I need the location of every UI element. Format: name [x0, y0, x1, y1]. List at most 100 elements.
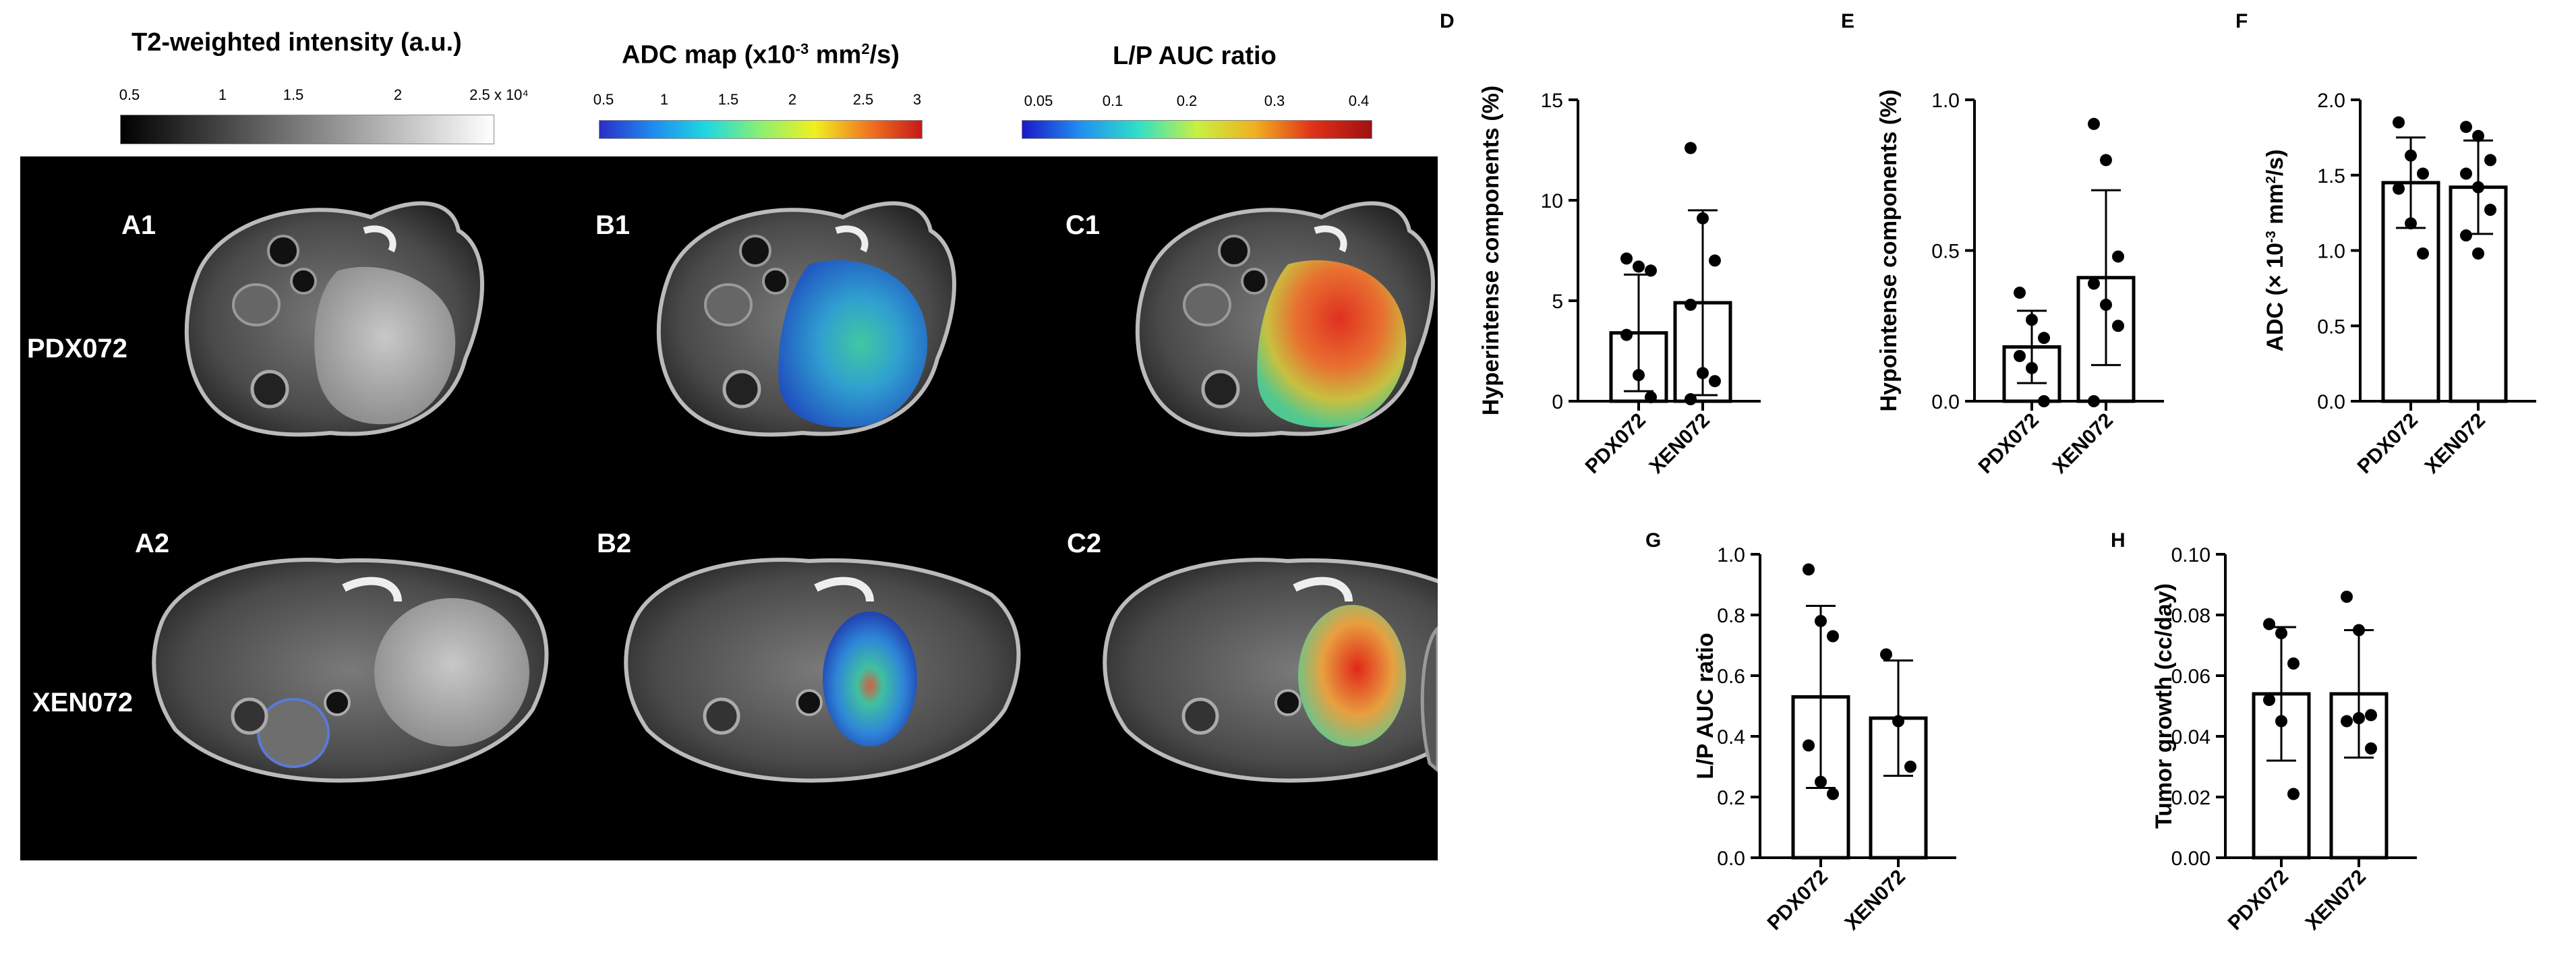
data-point	[2405, 149, 2417, 162]
data-point	[2014, 287, 2026, 299]
colorbar-adc-tick: 3	[912, 91, 922, 108]
y-tick-label: 0.02	[2171, 787, 2211, 809]
mri-slice-b1	[656, 201, 956, 437]
panel-label-b1: B1	[595, 210, 631, 240]
y-tick-label: 1.0	[2317, 241, 2345, 263]
data-point	[1709, 254, 1721, 267]
data-point	[1685, 142, 1697, 154]
y-tick-label: 15	[1541, 90, 1563, 112]
data-point	[2460, 167, 2472, 180]
data-point	[1827, 788, 1839, 800]
data-point	[2263, 694, 2275, 706]
data-point	[2088, 395, 2100, 407]
colorbar-adc-tick: 2	[788, 91, 797, 108]
y-axis-label: L/P AUC ratio	[1693, 632, 1718, 779]
data-point	[2365, 742, 2377, 755]
data-point	[2484, 154, 2496, 167]
bar-XEN072	[1869, 716, 1928, 860]
data-point	[1645, 264, 1657, 277]
data-point	[2026, 361, 2038, 374]
data-point	[1892, 715, 1904, 728]
data-point	[2365, 709, 2377, 722]
chart-G: 0.0 0.2 0.4 0.6 0.8 1.0 PDX072 XEN072 L/P AUC ra…	[1693, 544, 1956, 935]
category-label: PDX072	[1974, 409, 2043, 478]
mri-image-panel: A1 B1 C1 A2 B2 C2 PDX072 XEN072	[20, 156, 1438, 860]
data-point	[1904, 761, 1916, 773]
colorbar-lp-tick: 0.3	[1264, 92, 1285, 109]
y-tick-label: 0	[1552, 391, 1563, 413]
bar-XEN072	[2329, 692, 2389, 860]
mri-slice-c1	[1135, 201, 1435, 437]
colorbar-lp-tick: 0.4	[1348, 92, 1370, 109]
colorbar-title-t2: T2-weighted intensity (a.u.)	[131, 28, 462, 57]
data-point	[2014, 349, 2026, 362]
data-point	[2112, 320, 2124, 332]
data-point	[1685, 393, 1697, 406]
category-label: PDX072	[1581, 409, 1650, 478]
data-point	[2088, 117, 2100, 130]
bar-XEN072	[2449, 185, 2508, 403]
colorbar-adc-tick: 1	[660, 91, 669, 108]
y-tick-label: 2.0	[2317, 90, 2345, 112]
mri-slice-b2	[624, 558, 1021, 783]
colorbar-adc-tick: 0.5	[593, 91, 614, 108]
y-tick-label: 0.4	[1717, 726, 1745, 748]
y-tick-label: 0.5	[1931, 241, 1960, 263]
data-point	[2263, 618, 2275, 630]
panel-letter-d: D	[1440, 10, 1455, 32]
data-point	[2472, 181, 2484, 194]
colorbar-lp-tick: 0.2	[1176, 92, 1198, 109]
y-axis-label-part: mm	[2262, 183, 2288, 231]
colorbar-adc	[599, 120, 923, 139]
colorbar-t2-tick: 1.5	[283, 86, 304, 103]
category-label: XEN072	[2049, 409, 2117, 478]
y-tick-label: 0.0	[1931, 391, 1960, 413]
data-point	[2460, 229, 2472, 242]
y-tick-label: 0.08	[2171, 605, 2211, 627]
category-label: XEN072	[1841, 866, 1910, 935]
data-point	[1880, 648, 1892, 661]
data-point	[1645, 391, 1657, 404]
data-point	[2275, 715, 2287, 728]
data-point	[2472, 247, 2484, 260]
colorbar-t2	[120, 115, 494, 144]
colorbar-lp-tick: 0.05	[1024, 92, 1053, 109]
panel-letter-g: G	[1645, 529, 1662, 552]
category-label: PDX072	[1763, 866, 1832, 935]
data-point	[2026, 314, 2038, 326]
bar-PDX072	[2002, 345, 2061, 403]
category-label: XEN072	[1645, 409, 1714, 478]
data-point	[2353, 712, 2365, 724]
y-tick-label: 1.0	[1931, 90, 1960, 112]
row-label-xen072: XEN072	[32, 688, 133, 717]
y-tick-label: 0.04	[2171, 726, 2211, 748]
data-point	[2100, 298, 2112, 311]
data-point	[1697, 367, 1709, 380]
category-label: PDX072	[2224, 866, 2293, 935]
data-point	[2038, 332, 2050, 345]
data-point	[1815, 775, 1827, 788]
data-point	[2405, 217, 2417, 230]
colorbar-adc-tick: 2.5	[852, 91, 874, 108]
category-label: XEN072	[2302, 866, 2370, 935]
data-point	[1709, 375, 1721, 388]
y-axis-label: Hyperintense components (%)	[1478, 86, 1504, 415]
data-point	[1633, 260, 1645, 273]
mri-slice-c2	[1103, 558, 1438, 783]
bar-XEN072	[1673, 301, 1732, 403]
panel-label-c1: C1	[1065, 210, 1101, 240]
data-point	[2341, 715, 2353, 728]
colorbar-lp-tick: 0.1	[1102, 92, 1123, 109]
y-axis-label: Tumor growth (cc/day)	[2151, 583, 2177, 829]
colorbar-title-adc: ADC map (x10-3 mm2/s)	[622, 40, 900, 69]
y-tick-label: 0.2	[1717, 787, 1745, 809]
y-axis-label-part: 2	[2264, 176, 2279, 183]
bar-PDX072	[1791, 695, 1850, 860]
panel-label-a2: A2	[135, 529, 170, 558]
colorbar-t2-tick: 1	[218, 86, 227, 103]
data-point	[2112, 250, 2124, 263]
colorbar-lp	[1022, 120, 1372, 139]
y-axis-label: ADC (× 10-3 mm2/s)	[2262, 149, 2288, 351]
